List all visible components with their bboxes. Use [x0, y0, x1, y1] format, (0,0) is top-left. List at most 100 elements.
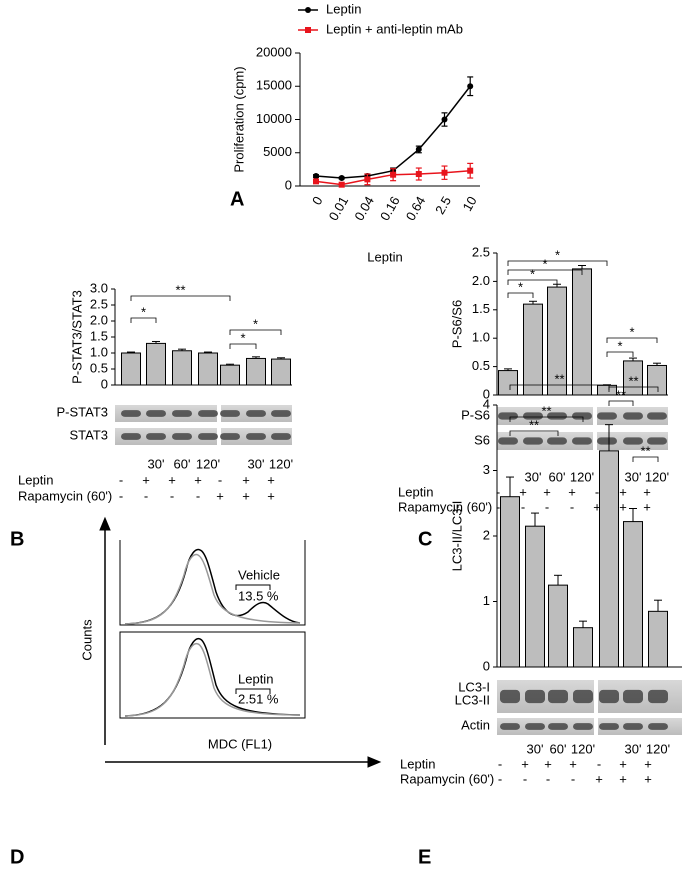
treatment-label: Rapamycin (60'): [400, 771, 494, 786]
blot-band: [623, 689, 643, 704]
treatment-sign: +: [168, 472, 176, 487]
treatment-sign: -: [496, 499, 500, 514]
significance-label: **: [529, 417, 539, 432]
treatment-sign: -: [170, 488, 174, 503]
blot-band: [523, 412, 543, 420]
treatment-sign: -: [498, 756, 502, 771]
blot-band: [121, 433, 141, 440]
treatment-sign: +: [267, 488, 275, 503]
blot-band: [599, 689, 619, 704]
significance-label: *: [629, 324, 634, 339]
error-bar: [629, 357, 637, 361]
significance-label: **: [616, 387, 626, 402]
legend-marker: [305, 7, 311, 13]
y-tick-label: 10000: [256, 111, 292, 126]
treatment-sign: +: [619, 771, 627, 786]
blot-label: P-STAT3: [56, 404, 108, 419]
blot-label: S6: [474, 432, 490, 447]
bar: [599, 450, 619, 668]
blot-band: [525, 723, 545, 730]
point: [364, 176, 371, 183]
point: [313, 178, 319, 185]
blot-band: [648, 689, 668, 704]
y-tick-label: 0.5: [90, 360, 108, 375]
error-bar: [605, 424, 613, 451]
treatment-sign: -: [521, 499, 525, 514]
point: [338, 181, 345, 188]
blot-strip: [497, 432, 593, 450]
panel-letter: C: [418, 528, 432, 550]
blot-band: [498, 412, 518, 420]
significance-label: *: [530, 266, 535, 281]
error-bar: [529, 300, 537, 305]
y-tick-label: 2.0: [472, 273, 490, 288]
time-label: 60': [549, 469, 566, 484]
point: [441, 116, 448, 123]
error-bar: [554, 574, 562, 586]
significance-label: *: [253, 316, 258, 331]
treatment-sign: -: [571, 771, 575, 786]
bar: [647, 364, 667, 396]
panel-letter: D: [10, 846, 24, 868]
significance-label: *: [542, 256, 547, 271]
significance-label: **: [640, 443, 650, 458]
blot-band: [498, 437, 518, 445]
blot-label: LC3-II: [455, 692, 490, 707]
treatment-label: Rapamycin (60'): [18, 488, 112, 503]
blot-label: STAT3: [69, 427, 108, 442]
y-tick-label: 15000: [256, 78, 292, 93]
treatment-sign: +: [521, 756, 529, 771]
y-tick-label: 3.0: [90, 280, 108, 295]
x-tick-label: 0.04: [351, 194, 377, 223]
error-bar: [654, 599, 662, 612]
blot-band: [647, 437, 667, 445]
significance-label: *: [240, 330, 245, 345]
treatment-sign: +: [619, 499, 627, 514]
treatment-sign: +: [644, 771, 652, 786]
y-tick-label: 4: [483, 396, 490, 411]
bar: [548, 584, 568, 668]
blot-strip: [497, 407, 593, 425]
treatment-sign: -: [546, 771, 550, 786]
significance-bracket: [606, 337, 658, 343]
legend-label: Leptin + anti-leptin mAb: [326, 21, 463, 36]
significance-bracket: [608, 386, 659, 392]
treatment-sign: -: [597, 756, 601, 771]
blot-band: [146, 433, 166, 440]
time-label: 120': [646, 741, 670, 756]
y-tick-label: 2.0: [90, 312, 108, 327]
error-bar: [579, 620, 587, 628]
y-tick-label: 1.5: [472, 301, 490, 316]
treatment-sign: +: [619, 484, 627, 499]
error-bar: [506, 476, 514, 497]
point: [338, 175, 345, 182]
time-label: 30': [525, 469, 542, 484]
treatment-sign: -: [119, 488, 123, 503]
y-tick-label: 0: [483, 658, 490, 673]
treatment-sign: +: [267, 472, 275, 487]
time-label: 60': [174, 456, 191, 471]
treatment-sign: +: [569, 756, 577, 771]
treatment-sign: +: [593, 499, 601, 514]
bar: [523, 303, 543, 396]
blot-label: LC3-I: [458, 679, 490, 694]
y-tick-label: 1.5: [90, 328, 108, 343]
x-tick-label: 0.01: [326, 194, 352, 223]
blot-band: [146, 410, 166, 417]
significance-bracket: [229, 329, 282, 335]
y-tick-label: 1: [483, 593, 490, 608]
x-axis-label: MDC (FL1): [208, 736, 272, 751]
blot-strip: [497, 718, 594, 735]
blot-band: [599, 723, 619, 730]
time-label: 30': [148, 456, 165, 471]
panel-letter: B: [10, 528, 24, 550]
treatment-sign: +: [194, 472, 202, 487]
percent-label: 13.5 %: [238, 588, 279, 603]
x-tick-label: 2.5: [432, 194, 454, 217]
treatment-sign: +: [216, 488, 224, 503]
bar: [573, 627, 593, 668]
y-tick-label: 2.5: [472, 244, 490, 259]
blot-band: [597, 437, 617, 445]
error-bar: [277, 357, 285, 360]
